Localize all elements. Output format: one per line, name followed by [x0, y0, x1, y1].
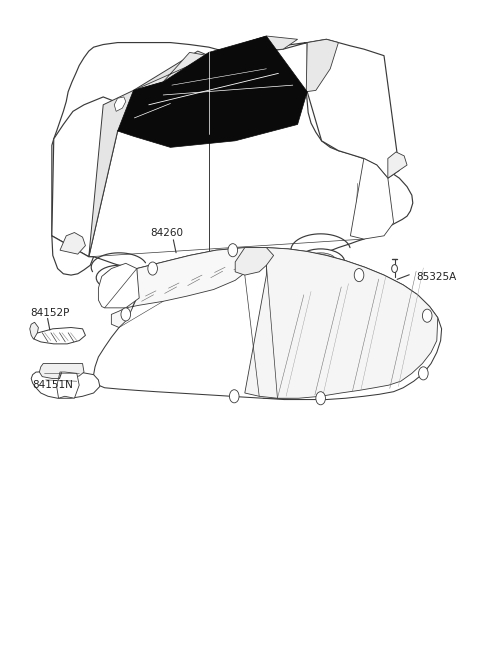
Polygon shape [31, 370, 100, 398]
Polygon shape [388, 152, 407, 178]
Circle shape [422, 309, 432, 322]
Circle shape [354, 269, 364, 282]
Circle shape [229, 390, 239, 403]
Text: 85325A: 85325A [417, 272, 457, 282]
Polygon shape [52, 97, 133, 257]
Polygon shape [114, 97, 126, 111]
Circle shape [148, 262, 157, 275]
Polygon shape [60, 233, 85, 254]
Polygon shape [52, 43, 413, 270]
Polygon shape [52, 236, 94, 275]
Polygon shape [39, 364, 84, 379]
Polygon shape [111, 248, 259, 328]
Polygon shape [94, 248, 442, 400]
Polygon shape [235, 248, 274, 275]
Polygon shape [190, 43, 307, 66]
Ellipse shape [104, 269, 134, 286]
Circle shape [316, 392, 325, 405]
Ellipse shape [112, 274, 126, 282]
Text: 84151N: 84151N [33, 380, 73, 390]
Polygon shape [30, 322, 38, 339]
Polygon shape [118, 36, 307, 147]
Polygon shape [209, 36, 298, 56]
Polygon shape [98, 263, 139, 308]
Circle shape [121, 308, 131, 321]
Circle shape [228, 244, 238, 257]
Polygon shape [350, 159, 394, 239]
Ellipse shape [297, 249, 345, 275]
Polygon shape [34, 328, 85, 344]
Polygon shape [307, 39, 399, 178]
Ellipse shape [313, 258, 328, 266]
Circle shape [419, 367, 428, 380]
Polygon shape [245, 248, 438, 398]
Ellipse shape [96, 265, 142, 290]
Ellipse shape [304, 253, 337, 271]
Polygon shape [57, 372, 79, 398]
Text: 84260: 84260 [150, 227, 183, 238]
Circle shape [392, 265, 397, 272]
Polygon shape [89, 51, 209, 257]
Text: 84152P: 84152P [30, 308, 69, 318]
Polygon shape [306, 39, 338, 92]
Polygon shape [133, 52, 209, 90]
